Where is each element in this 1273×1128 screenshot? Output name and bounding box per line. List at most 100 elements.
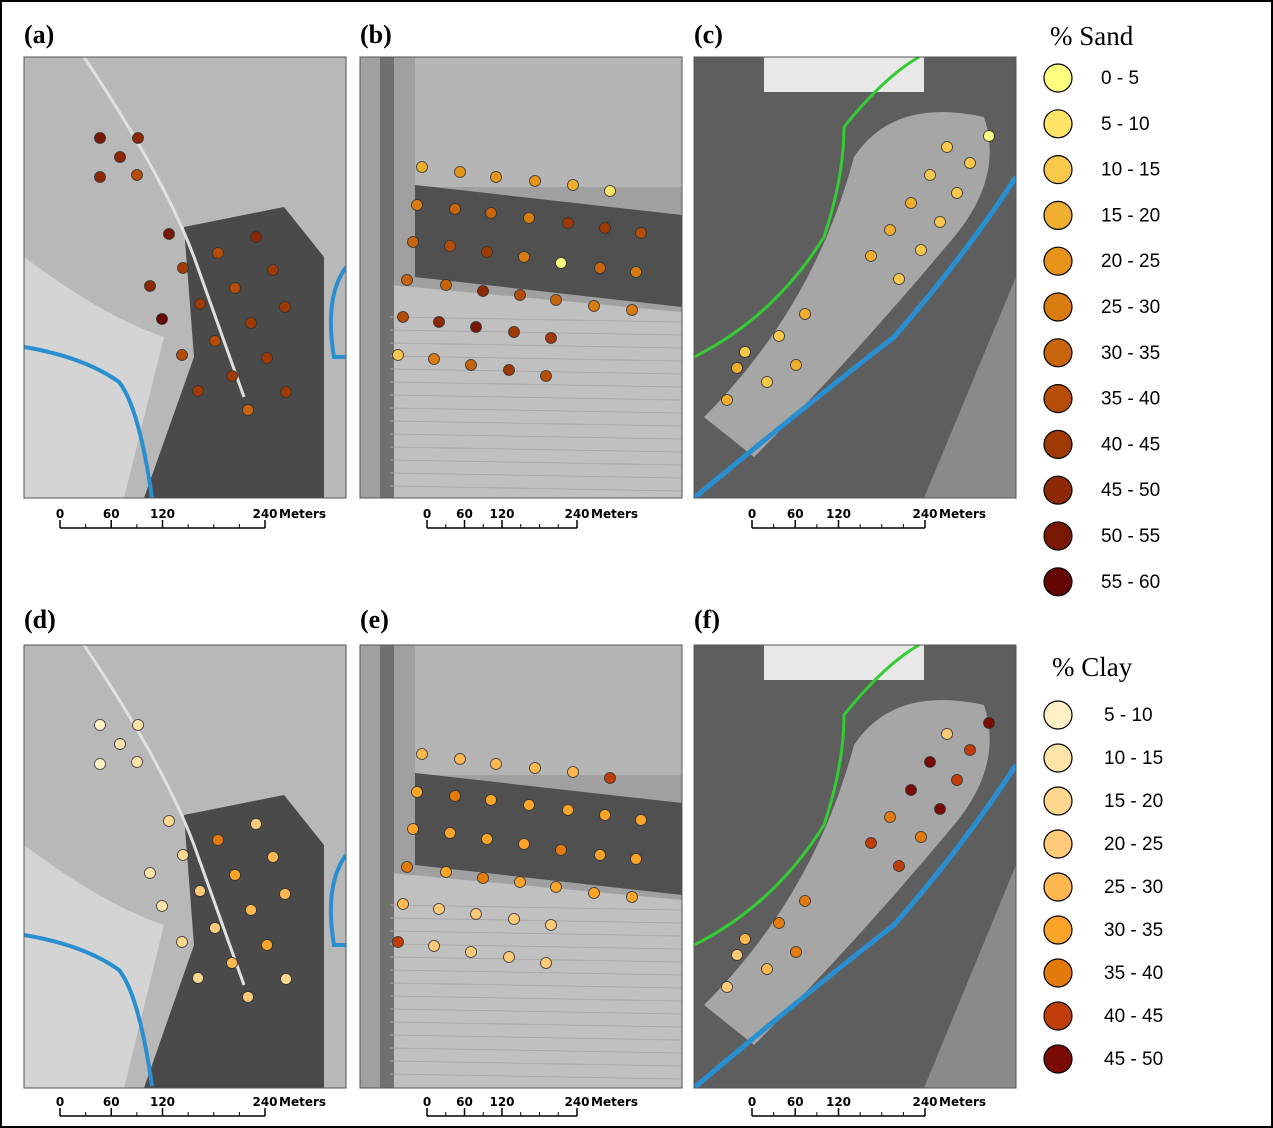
- sample-point: [279, 888, 291, 900]
- sample-point: [630, 853, 642, 865]
- sample-point: [865, 250, 877, 262]
- sample-point: [951, 774, 963, 786]
- sample-point: [884, 811, 896, 823]
- dark-field: [415, 773, 682, 895]
- legend-swatch: [1043, 246, 1073, 276]
- sample-point: [731, 362, 743, 374]
- furrow: [389, 917, 682, 924]
- striped-field: [390, 285, 682, 498]
- sample-point: [630, 266, 642, 278]
- sample-point: [94, 719, 106, 731]
- road: [82, 645, 246, 986]
- furrow: [389, 420, 682, 427]
- sample-point: [250, 818, 262, 830]
- dark-field: [144, 207, 324, 498]
- furrow: [389, 930, 682, 937]
- scale-tick-label: 60: [456, 1095, 473, 1109]
- rail-strip: [380, 57, 394, 498]
- legend-label: 10 - 15: [1101, 160, 1160, 181]
- legend-label: 40 - 45: [1104, 1006, 1163, 1027]
- sample-point: [477, 872, 489, 884]
- furrow: [389, 342, 682, 349]
- legend-swatch: [1043, 292, 1073, 322]
- scale-tick-label: 240: [564, 507, 589, 521]
- sample-point: [951, 187, 963, 199]
- furrow: [389, 446, 682, 453]
- legend-label: 55 - 60: [1101, 572, 1160, 593]
- sample-point: [209, 922, 221, 934]
- sample-point: [392, 936, 404, 948]
- sample-point: [177, 262, 189, 274]
- legend-swatch: [1043, 109, 1073, 139]
- sample-point: [523, 799, 535, 811]
- sample-point: [529, 175, 541, 187]
- sample-point: [144, 867, 156, 879]
- map-panel: [23, 56, 347, 499]
- sample-point: [470, 908, 482, 920]
- furrow: [389, 1060, 682, 1067]
- furrow: [389, 956, 682, 963]
- legend-swatch: [1043, 872, 1073, 902]
- legend-label: 15 - 20: [1101, 205, 1160, 226]
- scale-tick-label: 60: [103, 1095, 120, 1109]
- sample-point: [941, 728, 953, 740]
- panel-frame: [359, 56, 683, 499]
- sample-point: [481, 246, 493, 258]
- legend-swatch: [1043, 786, 1073, 816]
- sample-point: [594, 262, 606, 274]
- sample-point: [588, 300, 600, 312]
- sample-point: [562, 804, 574, 816]
- scale-unit: Meters: [939, 507, 986, 521]
- sample-point: [416, 161, 428, 173]
- sample-point: [934, 216, 946, 228]
- legend-label: 40 - 45: [1101, 434, 1160, 455]
- sample-point: [94, 132, 106, 144]
- legend-swatch: [1043, 200, 1073, 230]
- panel-frame: [693, 56, 1017, 499]
- sample-point: [444, 827, 456, 839]
- sample-point: [540, 957, 552, 969]
- sample-point: [163, 228, 175, 240]
- sample-point: [865, 837, 877, 849]
- sample-point: [604, 772, 616, 784]
- furrow: [389, 1073, 682, 1080]
- legend-label: 35 - 40: [1101, 389, 1160, 410]
- sample-point: [192, 972, 204, 984]
- sample-point: [245, 317, 257, 329]
- panel-frame: [23, 56, 347, 499]
- sample-point: [477, 285, 489, 297]
- sample-point: [397, 311, 409, 323]
- sample-point: [242, 404, 254, 416]
- sample-point: [163, 815, 175, 827]
- sample-point: [280, 973, 292, 985]
- sample-point: [604, 185, 616, 197]
- sample-point: [433, 316, 445, 328]
- map-imagery: [360, 645, 682, 1088]
- sample-point: [555, 844, 567, 856]
- sample-point: [245, 904, 257, 916]
- legend-swatch: [1043, 567, 1073, 597]
- sample-point: [250, 231, 262, 243]
- sample-point: [114, 738, 126, 750]
- sample-point: [392, 349, 404, 361]
- scale-unit: Meters: [591, 507, 638, 521]
- sample-point: [428, 353, 440, 365]
- sample-point: [518, 838, 530, 850]
- scale-bar: 0 60 120 240 Meters: [56, 1095, 326, 1117]
- sample-point: [261, 352, 273, 364]
- sample-point: [490, 758, 502, 770]
- scale-tick-label: 0: [56, 507, 64, 521]
- sample-point: [545, 332, 557, 344]
- sample-point: [416, 748, 428, 760]
- sample-point: [176, 349, 188, 361]
- sample-point: [594, 849, 606, 861]
- sample-point: [454, 166, 466, 178]
- sample-point: [761, 376, 773, 388]
- sample-point: [440, 279, 452, 291]
- sample-point: [721, 394, 733, 406]
- sample-point: [514, 876, 526, 888]
- sample-point: [397, 898, 409, 910]
- scale-unit: Meters: [279, 1095, 326, 1109]
- dark-field: [415, 185, 682, 307]
- sample-point: [773, 330, 785, 342]
